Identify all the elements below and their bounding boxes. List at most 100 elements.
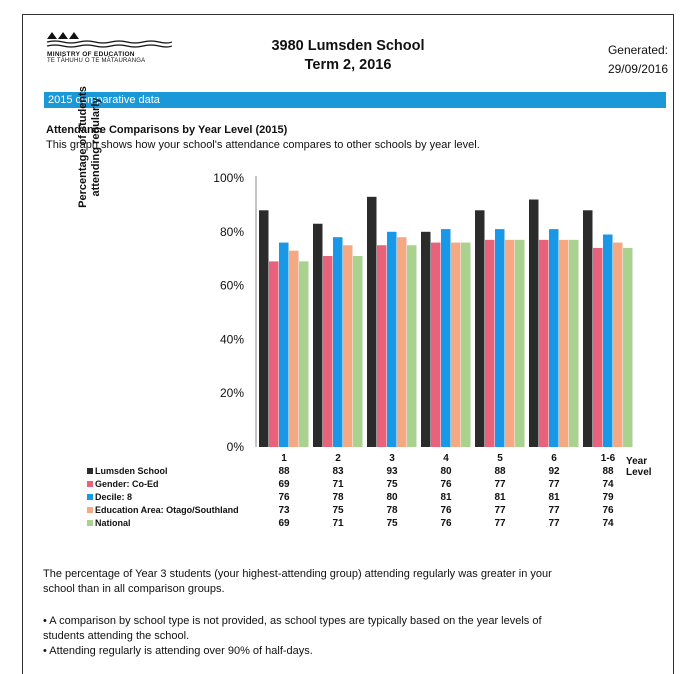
bar-national-year-4	[461, 242, 471, 447]
note-attending-regularly: • Attending regularly is attending over …	[43, 645, 313, 657]
document-title: 3980 Lumsden School Term 2, 2016	[23, 37, 673, 75]
x-tick-label: 4	[443, 453, 449, 464]
data-table-value: 75	[386, 518, 398, 529]
bar-decile-8-year-6	[549, 229, 559, 447]
bar-education-area-otago-southland-year-4	[451, 242, 461, 447]
bar-national-year-6	[569, 239, 579, 447]
bar-education-area-otago-southland-year-1-6	[613, 242, 623, 447]
bar-gender-co-ed-year-4	[431, 242, 441, 447]
bar-lumsden-school-year-1-6	[583, 210, 593, 447]
bar-decile-8-year-5	[495, 229, 505, 447]
x-tick-label: 2	[335, 453, 341, 464]
data-table-value: 92	[548, 466, 560, 477]
legend-entry: Gender: Co-Ed	[95, 479, 159, 489]
legend-swatch	[87, 507, 93, 513]
section-description: This graph shows how your school's atten…	[46, 139, 480, 151]
bar-lumsden-school-year-2	[313, 223, 323, 447]
bar-national-year-1	[299, 261, 309, 447]
data-table-value: 77	[548, 518, 560, 529]
note-school-type-line-1: • A comparison by school type is not pro…	[43, 615, 542, 627]
legend-entry: Lumsden School	[95, 466, 168, 476]
bar-lumsden-school-year-3	[367, 196, 377, 447]
data-table-value: 88	[278, 466, 290, 477]
bar-national-year-5	[515, 239, 525, 447]
section-banner: 2015 comparative data	[44, 92, 666, 108]
summary-line-1: The percentage of Year 3 students (your …	[43, 568, 552, 580]
data-table-value: 73	[278, 505, 290, 516]
data-table-value: 71	[332, 479, 344, 490]
bar-gender-co-ed-year-6	[539, 239, 549, 447]
wave-lines-icon	[47, 40, 172, 48]
logo-line-2: TE TĀHUHU O TE MĀTAURANGA	[47, 58, 146, 64]
data-table-value: 81	[494, 492, 506, 503]
data-table-value: 71	[332, 518, 344, 529]
x-axis-label: Level	[626, 467, 652, 478]
bar-national-year-3	[407, 245, 417, 447]
bar-gender-co-ed-year-3	[377, 245, 387, 447]
legend-swatch	[87, 481, 93, 487]
term-label: Term 2, 2016	[304, 57, 392, 73]
legend-swatch	[87, 494, 93, 500]
data-table-value: 77	[494, 505, 506, 516]
bar-education-area-otago-southland-year-1	[289, 250, 299, 447]
bar-decile-8-year-1-6	[603, 234, 613, 447]
data-table-value: 76	[440, 505, 452, 516]
data-table-value: 77	[494, 518, 506, 529]
bar-lumsden-school-year-4	[421, 231, 431, 447]
bar-gender-co-ed-year-1-6	[593, 247, 603, 447]
data-table-value: 75	[332, 505, 344, 516]
generated-info: Generated: 29/09/2016	[608, 41, 668, 79]
summary-line-2: school than in all comparison groups.	[43, 583, 225, 595]
x-tick-label: 6	[551, 453, 557, 464]
mountain-icon	[47, 32, 79, 39]
data-table-value: 77	[494, 479, 506, 490]
data-table-value: 78	[332, 492, 344, 503]
data-table-value: 74	[602, 479, 614, 490]
x-axis-label: Year	[626, 456, 647, 467]
data-table-value: 75	[386, 479, 398, 490]
bar-decile-8-year-2	[333, 237, 343, 447]
bar-education-area-otago-southland-year-6	[559, 239, 569, 447]
legend-entry: National	[95, 518, 131, 528]
data-table-value: 69	[278, 479, 290, 490]
generated-label: Generated:	[607, 43, 668, 57]
attendance-chart: 0%20%40%60%80%100%1886976736928371787571…	[87, 171, 652, 529]
bar-gender-co-ed-year-2	[323, 256, 333, 447]
data-table-value: 76	[602, 505, 614, 516]
section-title: Attendance Comparisons by Year Level (20…	[46, 124, 288, 136]
data-table-value: 83	[332, 466, 344, 477]
x-tick-label: 5	[497, 453, 503, 464]
data-table-value: 93	[386, 466, 398, 477]
bar-lumsden-school-year-1	[259, 210, 269, 447]
bar-decile-8-year-1	[279, 242, 289, 447]
legend-entry: Decile: 8	[95, 492, 132, 502]
report-page: MINISTRY OF EDUCATION TE TĀHUHU O TE MĀT…	[22, 14, 674, 674]
bar-lumsden-school-year-5	[475, 210, 485, 447]
data-table-value: 88	[494, 466, 506, 477]
bar-national-year-1-6	[623, 247, 633, 447]
legend-entry: Education Area: Otago/Southland	[95, 505, 239, 515]
data-table-value: 88	[602, 466, 614, 477]
y-tick-label: 40%	[220, 332, 244, 346]
data-table-value: 78	[386, 505, 398, 516]
y-tick-label: 80%	[220, 225, 244, 239]
ministry-logo: MINISTRY OF EDUCATION TE TĀHUHU O TE MĀT…	[47, 31, 177, 64]
legend-swatch	[87, 468, 93, 474]
y-tick-label: 100%	[213, 171, 244, 185]
data-table-value: 74	[602, 518, 614, 529]
data-table-value: 79	[602, 492, 614, 503]
data-table-value: 77	[548, 479, 560, 490]
bar-gender-co-ed-year-5	[485, 239, 495, 447]
data-table-value: 69	[278, 518, 290, 529]
summary-paragraph: The percentage of Year 3 students (your …	[43, 567, 658, 597]
data-table-value: 81	[548, 492, 560, 503]
logo-line-1: MINISTRY OF EDUCATION	[47, 51, 135, 58]
data-table-value: 77	[548, 505, 560, 516]
notes-list: • A comparison by school type is not pro…	[43, 614, 658, 659]
bar-education-area-otago-southland-year-2	[343, 245, 353, 447]
x-tick-label: 1-6	[601, 453, 616, 464]
bar-lumsden-school-year-6	[529, 199, 539, 447]
data-table-value: 76	[278, 492, 290, 503]
legend-swatch	[87, 520, 93, 526]
data-table-value: 81	[440, 492, 452, 503]
